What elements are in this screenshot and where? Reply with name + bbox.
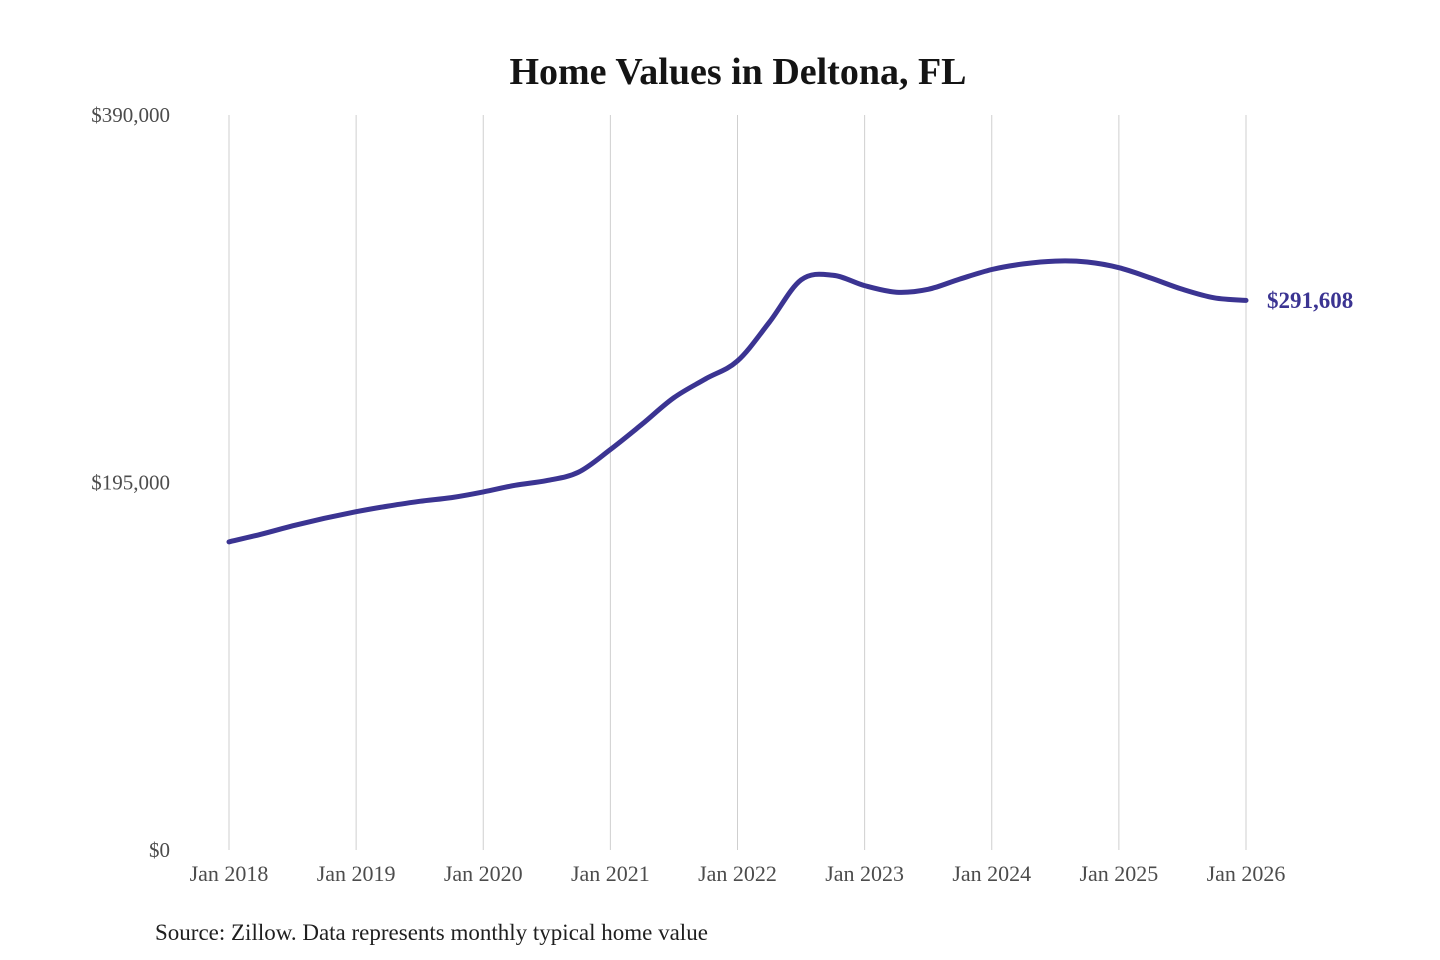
chart-title: Home Values in Deltona, FL: [509, 51, 966, 93]
price-line: [226, 258, 1249, 545]
gridlines: [228, 115, 1247, 850]
x-axis-tick-label: Jan 2024: [952, 861, 1031, 886]
source-note: Source: Zillow. Data represents monthly …: [155, 920, 708, 945]
x-axis-tick-label: Jan 2018: [190, 861, 269, 886]
x-axis-tick-label: Jan 2022: [698, 861, 777, 886]
x-axis-tick-label: Jan 2025: [1079, 861, 1158, 886]
x-axis-tick-labels: Jan 2018 Jan 2019 Jan 2020 Jan 2021 Jan 2022…: [190, 861, 1286, 886]
y-axis-tick-label: $0: [149, 838, 170, 862]
x-axis-tick-label: Jan 2019: [317, 861, 396, 886]
y-axis-tick-labels: $0 $195,000 $390,000: [91, 103, 170, 862]
y-axis-tick-label: $390,000: [91, 103, 170, 127]
x-axis-tick-label: Jan 2021: [571, 861, 650, 886]
end-value-label: $291,608: [1267, 288, 1353, 313]
x-axis-tick-label: Jan 2023: [825, 861, 904, 886]
x-axis-tick-label: Jan 2026: [1207, 861, 1286, 886]
y-axis-tick-label: $195,000: [91, 471, 170, 495]
x-axis-tick-label: Jan 2020: [444, 861, 523, 886]
